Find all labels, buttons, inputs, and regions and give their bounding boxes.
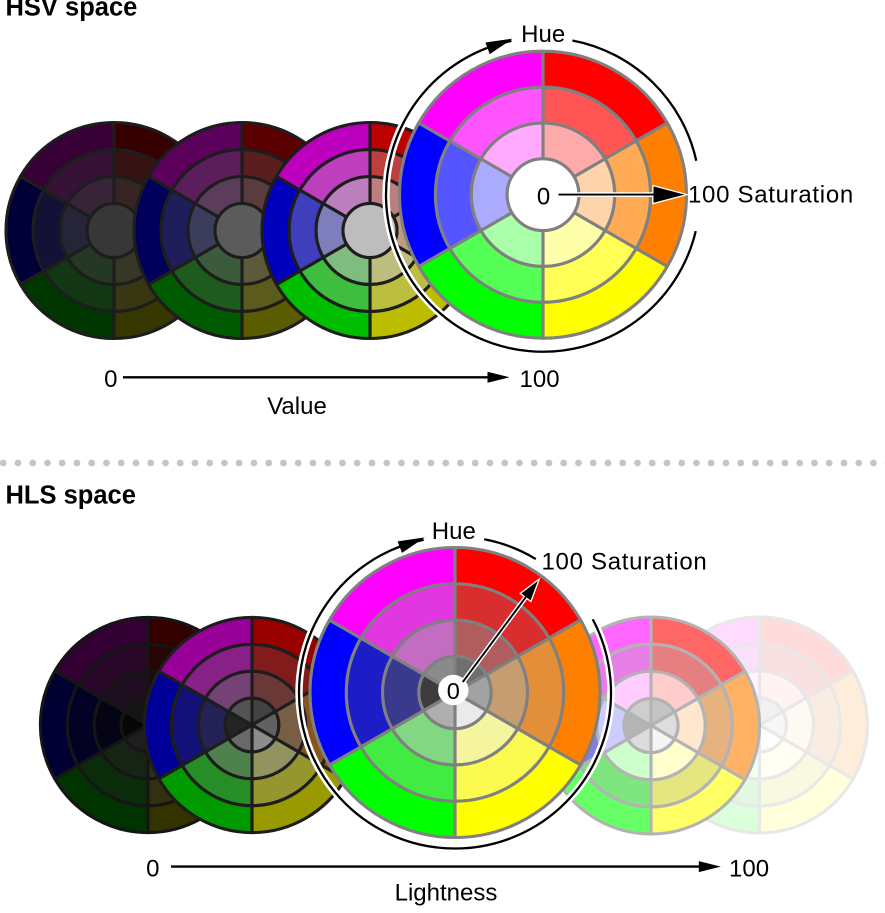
- svg-text:0: 0: [537, 183, 550, 210]
- svg-text:0: 0: [104, 366, 117, 393]
- svg-text:HLS space: HLS space: [6, 482, 136, 510]
- svg-text:Hue: Hue: [521, 21, 565, 48]
- svg-text:Value: Value: [267, 393, 327, 420]
- svg-text:100: 100: [729, 856, 769, 883]
- svg-text:100 Saturation: 100 Saturation: [542, 548, 708, 575]
- svg-text:Hue: Hue: [432, 518, 476, 545]
- svg-text:100 Saturation: 100 Saturation: [688, 181, 854, 208]
- svg-text:0: 0: [146, 856, 159, 883]
- svg-text:0: 0: [447, 678, 460, 704]
- svg-text:100: 100: [520, 366, 560, 393]
- svg-text:HSV space: HSV space: [6, 0, 138, 22]
- svg-text:Lightness: Lightness: [395, 880, 498, 907]
